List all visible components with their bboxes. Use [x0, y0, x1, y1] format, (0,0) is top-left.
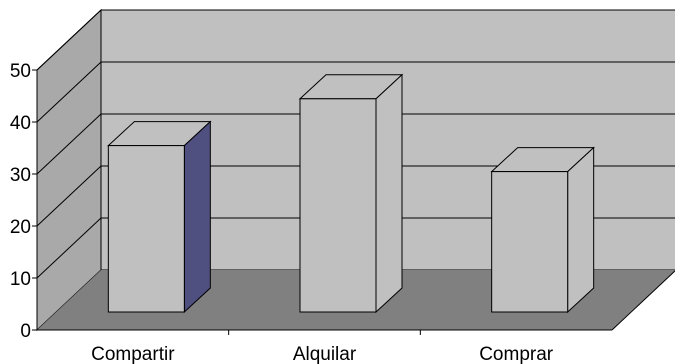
bar-side-face	[375, 73, 403, 314]
bar-side-face	[183, 120, 211, 314]
x-category-label: Comprar	[479, 344, 554, 364]
bar-side-face	[567, 146, 595, 314]
x-category-label: Alquilar	[293, 344, 357, 364]
y-tick-label: 10	[10, 269, 31, 290]
y-tick-label: 50	[10, 61, 31, 82]
x-category-label: Compartir	[91, 344, 175, 364]
y-tick-label: 0	[20, 321, 31, 342]
bar-front-face	[299, 98, 377, 313]
floor-right-edge	[611, 270, 675, 331]
bar-comprar	[490, 146, 595, 314]
gridline-side	[36, 113, 102, 175]
chart-bars	[107, 73, 595, 314]
y-axis-tick-labels: 0 10 20 30 40 50	[10, 61, 31, 342]
gridline-side	[36, 165, 102, 227]
bar-alquilar	[298, 73, 404, 314]
y-tick-label: 20	[10, 217, 31, 238]
y-tick-label: 30	[10, 165, 31, 186]
chart-axes	[32, 69, 675, 335]
gridline-side	[36, 61, 102, 123]
gridline-side	[36, 9, 102, 71]
y-tick-label: 40	[10, 113, 31, 134]
bar-compartir	[107, 120, 212, 314]
x-axis-category-labels: Compartir Alquilar Comprar	[91, 344, 554, 364]
gridline-side	[36, 217, 102, 279]
bar-front-face	[491, 171, 569, 313]
bar-front-face	[107, 145, 185, 313]
